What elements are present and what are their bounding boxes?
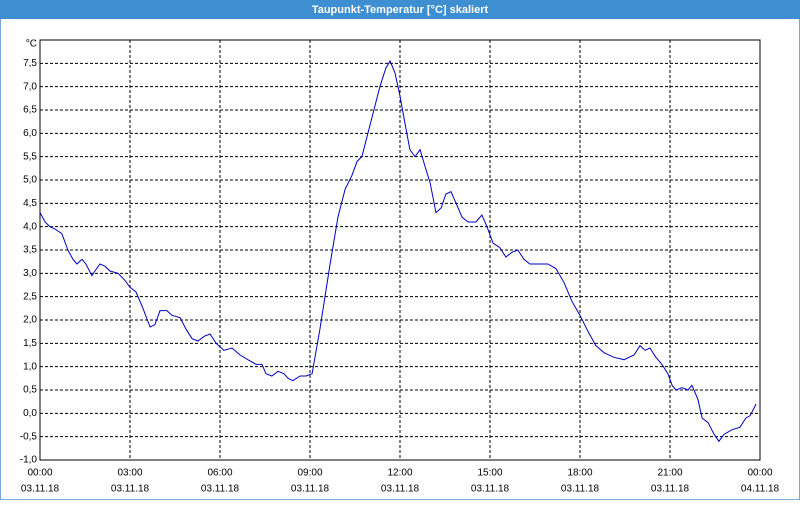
y-tick-label: 7,5 (23, 58, 37, 69)
y-tick-label: -0,5 (20, 431, 38, 442)
x-tick-date: 04.11.18 (741, 484, 780, 495)
x-tick-label: 21:00 (657, 468, 682, 479)
y-unit-label: °C (26, 39, 37, 50)
y-tick-label: 7,0 (23, 81, 37, 92)
x-tick-label: 18:00 (567, 468, 592, 479)
y-tick-label: 6,5 (23, 105, 37, 116)
y-tick-label: 1,5 (23, 338, 37, 349)
x-tick-label: 03:00 (117, 468, 142, 479)
y-tick-label: 3,0 (23, 268, 37, 279)
data-line (39, 59, 757, 443)
y-tick-label: 3,5 (23, 245, 37, 256)
y-tick-label: 0,5 (23, 385, 37, 396)
x-tick-date: 03.11.18 (651, 484, 690, 495)
y-tick-label: 6,0 (23, 128, 37, 139)
x-tick-date: 03.11.18 (381, 484, 420, 495)
y-tick-label: 4,5 (23, 198, 37, 209)
x-tick-date: 03.11.18 (561, 484, 600, 495)
y-tick-label: 1,0 (23, 361, 37, 372)
x-tick-label: 12:00 (387, 468, 412, 479)
window-title: Taupunkt-Temperatur [°C] skaliert (312, 4, 489, 16)
x-tick-date: 03.11.18 (111, 484, 150, 495)
x-tick-date: 03.11.18 (291, 484, 330, 495)
title-bar (0, 0, 800, 19)
x-tick-date: 03.11.18 (201, 484, 240, 495)
y-tick-label: 5,5 (23, 151, 37, 162)
y-tick-label: 4,0 (23, 221, 37, 232)
y-tick-label: 2,5 (23, 291, 37, 302)
plot-border (39, 39, 761, 461)
x-tick-date: 03.11.18 (471, 484, 510, 495)
x-tick-label: 00:00 (27, 468, 52, 479)
x-tick-label: 15:00 (477, 468, 502, 479)
y-tick-label: 0,0 (23, 408, 37, 419)
y-tick-label: 5,0 (23, 175, 37, 186)
x-tick-label: 00:00 (747, 468, 772, 479)
y-tick-label: 2,0 (23, 315, 37, 326)
x-tick-label: 09:00 (297, 468, 322, 479)
x-tick-date: 03.11.18 (21, 484, 60, 495)
y-tick-label: -1,0 (20, 455, 38, 466)
x-tick-label: 06:00 (207, 468, 232, 479)
